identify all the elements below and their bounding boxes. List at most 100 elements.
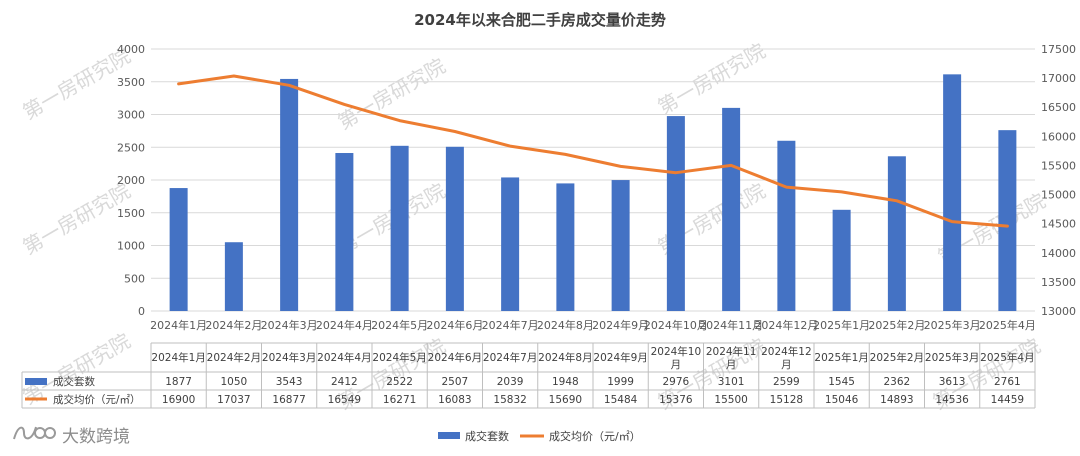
brand-icon [13, 426, 37, 440]
table-cell-transactions: 1948 [552, 376, 579, 388]
bar-transactions [280, 78, 299, 311]
x-tick-label: 2024年9月 [592, 318, 649, 332]
chart-title: 2024年以来合肥二手房成交量价走势 [414, 11, 666, 29]
table-header-cell: 2024年10 [651, 345, 702, 358]
x-tick-label: 2024年5月 [371, 318, 428, 332]
table-row-name-transactions: 成交套数 [53, 375, 95, 388]
table-cell-price: 15832 [493, 394, 526, 406]
x-tick-label: 2025年3月 [924, 318, 981, 332]
legend-bar-key [438, 432, 460, 439]
table-cell-transactions: 2412 [331, 376, 358, 388]
table-cell-price: 16549 [328, 394, 361, 406]
table-cell-price: 15046 [825, 394, 859, 406]
table-cell-transactions: 2039 [497, 376, 524, 388]
x-tick-label: 2024年11月 [699, 318, 763, 332]
bar-transactions [832, 209, 851, 311]
x-tick-label: 2024年12月 [754, 318, 818, 332]
bar-transactions [556, 183, 575, 311]
bar-transactions [169, 188, 188, 311]
x-tick-label: 2024年1月 [150, 318, 207, 332]
table-header-cell: 2024年6月 [428, 351, 482, 364]
y-right-tick-label: 17500 [1041, 43, 1076, 56]
table-cell-transactions: 1999 [607, 376, 634, 388]
table-header-cell: 2024年5月 [372, 351, 426, 364]
bar-transactions [224, 242, 243, 311]
table-legend-bar-key [25, 378, 47, 385]
table-cell-transactions: 2362 [884, 376, 911, 388]
y-right-tick-label: 14500 [1041, 218, 1076, 231]
table-cell-price: 15376 [659, 394, 693, 406]
bar-transactions [445, 146, 464, 311]
y-left-tick-label: 2500 [117, 141, 145, 154]
y-right-tick-label: 14000 [1041, 247, 1076, 260]
y-left-tick-label: 4000 [117, 43, 145, 56]
x-tick-label: 2025年4月 [979, 318, 1036, 332]
table-cell-transactions: 1050 [221, 376, 248, 388]
y-left-tick-label: 2000 [117, 174, 145, 187]
table-cell-price: 15484 [604, 394, 638, 406]
table-cell-transactions: 2761 [994, 376, 1021, 388]
table-header-cell: 2024年9月 [593, 351, 647, 364]
table-cell-price: 15690 [549, 394, 582, 406]
table-cell-price: 16900 [162, 394, 195, 406]
table-header-cell: 2024年2月 [207, 351, 261, 364]
table-cell-transactions: 2599 [773, 376, 800, 388]
y-right-tick-label: 15500 [1041, 159, 1076, 172]
table-header-cell: 2025年3月 [925, 351, 979, 364]
table-header-cell: 2025年2月 [870, 351, 924, 364]
y-right-tick-label: 13500 [1041, 276, 1076, 289]
bar-transactions [501, 177, 520, 311]
bar-transactions [722, 107, 741, 312]
table-cell-transactions: 3543 [276, 376, 303, 388]
table-header-cell: 2024年7月 [483, 351, 537, 364]
table-cell-transactions: 2976 [663, 376, 690, 388]
bar-transactions [777, 140, 796, 311]
bar-transactions [998, 130, 1017, 311]
table-cell-price: 17037 [217, 394, 250, 406]
y-left-tick-label: 3500 [117, 76, 145, 89]
table-cell-transactions: 2507 [442, 376, 469, 388]
bar-transactions [390, 145, 409, 311]
x-tick-label: 2024年7月 [482, 318, 539, 332]
table-cell-transactions: 1545 [828, 376, 855, 388]
table-header-cell: 2024年3月 [262, 351, 316, 364]
brand-logo: 大数跨境 [13, 426, 130, 447]
bar-transactions [666, 116, 685, 312]
y-right-tick-label: 17000 [1041, 72, 1076, 85]
table-header-cell: 2024年4月 [317, 351, 371, 364]
x-tick-label: 2024年3月 [261, 318, 318, 332]
table-cell-price: 14893 [880, 394, 913, 406]
bar-transactions [887, 156, 906, 311]
table-cell-price: 15128 [770, 394, 803, 406]
table-header-cell: 2024年12 [761, 345, 812, 358]
table-header-cell: 2025年1月 [814, 351, 868, 364]
y-left-tick-label: 0 [138, 305, 145, 318]
y-right-tick-label: 13000 [1041, 305, 1076, 318]
x-tick-label: 2024年4月 [316, 318, 373, 332]
x-tick-label: 2025年1月 [813, 318, 870, 332]
table-cell-price: 16271 [383, 394, 416, 406]
y-left-tick-label: 3000 [117, 109, 145, 122]
table-header-cell: 2025年4月 [980, 351, 1034, 364]
x-tick-label: 2024年10月 [644, 318, 708, 332]
brand-name: 大数跨境 [62, 427, 130, 447]
legend-label: 成交均价（元/㎡） [549, 429, 641, 443]
table-cell-price: 15500 [714, 394, 747, 406]
y-right-tick-label: 15000 [1041, 189, 1076, 202]
table-header-cell: 月 [671, 359, 682, 371]
table-cell-transactions: 2522 [386, 376, 413, 388]
table-cell-transactions: 1877 [165, 376, 192, 388]
table-cell-price: 14459 [991, 394, 1024, 406]
y-left-tick-label: 500 [124, 272, 145, 285]
x-tick-label: 2024年6月 [426, 318, 483, 332]
x-tick-label: 2024年2月 [205, 318, 262, 332]
x-tick-label: 2024年8月 [537, 318, 594, 332]
y-left-tick-label: 1500 [117, 207, 145, 220]
table-row-name-price: 成交均价（元/㎡） [53, 393, 141, 406]
table-header-cell: 2024年11 [706, 345, 757, 358]
table-cell-price: 14536 [935, 394, 969, 406]
bar-transactions [943, 74, 962, 311]
table-cell-price: 16083 [438, 394, 471, 406]
table-header-cell: 2024年8月 [538, 351, 592, 364]
